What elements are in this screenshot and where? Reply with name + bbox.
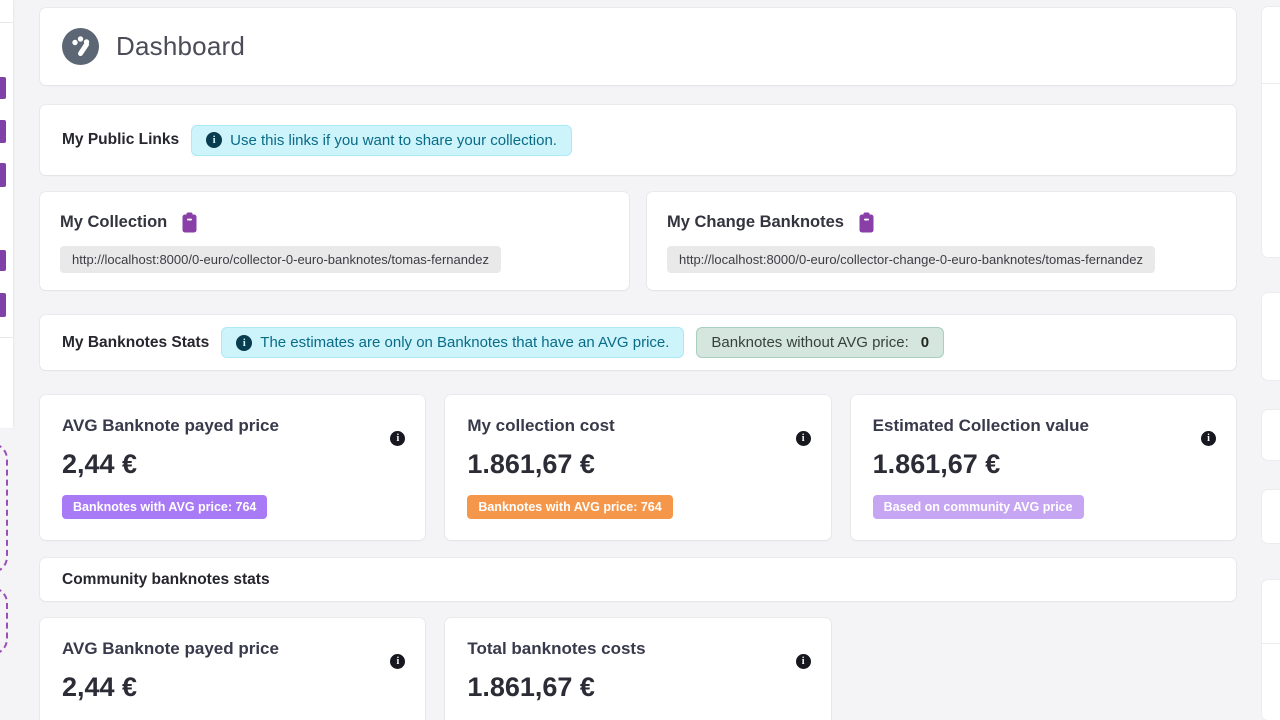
divider <box>1262 643 1280 644</box>
empty-grid-cell <box>851 618 1236 720</box>
estimates-info-alert: i The estimates are only on Banknotes th… <box>221 327 685 358</box>
divider <box>1262 83 1280 84</box>
my-stats-row: AVG Banknote payed price i 2,44 € Bankno… <box>40 395 1236 540</box>
my-change-banknotes-title: My Change Banknotes <box>667 213 844 231</box>
collection-cost-value: 1.861,67 € <box>467 449 595 479</box>
left-edge-panel-fragment <box>0 0 13 428</box>
right-edge-card-fragment <box>1262 490 1280 543</box>
dashboard-gauge-icon <box>62 28 99 65</box>
community-avg-payed-price-title: AVG Banknote payed price <box>62 639 279 658</box>
info-circle-icon: i <box>236 334 253 351</box>
my-collection-card: My Collection http://localhost:8000/0-eu… <box>40 192 629 290</box>
collection-cost-badge: Banknotes with AVG price: 764 <box>467 495 673 519</box>
community-avg-payed-price-value: 2,44 € <box>62 672 138 702</box>
community-total-costs-card: Total banknotes costs i 1.861,67 € <box>445 618 831 720</box>
community-stats-header-card: Community banknotes stats <box>40 558 1236 601</box>
community-total-costs-value: 1.861,67 € <box>467 672 595 702</box>
my-change-banknotes-card: My Change Banknotes http://localhost:800… <box>647 192 1236 290</box>
public-links-card: My Public Links i Use this links if you … <box>40 105 1236 175</box>
avg-payed-price-value: 2,44 € <box>62 449 138 479</box>
dashed-outline-fragment <box>0 443 8 573</box>
info-circle-icon: i <box>206 132 223 148</box>
banknotes-without-avg-value: 0 <box>920 334 930 351</box>
public-links-info-alert: i Use this links if you want to share yo… <box>191 124 572 156</box>
collection-cost-title: My collection cost <box>467 416 615 435</box>
public-links-label: My Public Links <box>62 131 180 148</box>
collection-cost-card: My collection cost i 1.861,67 € Banknote… <box>445 395 831 540</box>
copy-clipboard-icon[interactable] <box>858 212 875 233</box>
community-stats-row: AVG Banknote payed price i 2,44 € Total … <box>40 618 1236 720</box>
divider <box>0 22 13 23</box>
info-circle-icon[interactable]: i <box>1201 431 1216 446</box>
my-change-banknotes-url: http://localhost:8000/0-euro/collector-c… <box>667 246 1155 273</box>
left-edge-button-fragment <box>0 293 6 317</box>
left-edge-button-fragment <box>0 120 6 143</box>
info-circle-icon[interactable]: i <box>795 654 811 669</box>
estimated-value-badge: Based on community AVG price <box>872 495 1084 519</box>
banknotes-without-avg-label: Banknotes without AVG price: <box>711 334 909 351</box>
links-row: My Collection http://localhost:8000/0-eu… <box>40 192 1236 290</box>
info-circle-icon[interactable]: i <box>390 654 406 669</box>
copy-clipboard-icon[interactable] <box>181 212 198 233</box>
estimated-value-title: Estimated Collection value <box>872 416 1089 435</box>
avg-payed-price-title: AVG Banknote payed price <box>62 416 279 435</box>
right-edge-card-fragment <box>1262 410 1280 460</box>
info-circle-icon[interactable]: i <box>390 431 406 446</box>
estimates-info-text: The estimates are only on Banknotes that… <box>260 334 670 351</box>
community-avg-payed-price-card: AVG Banknote payed price i 2,44 € <box>40 618 426 720</box>
community-stats-label: Community banknotes stats <box>62 570 270 588</box>
page-title: Dashboard <box>116 31 245 61</box>
avg-payed-price-card: AVG Banknote payed price i 2,44 € Bankno… <box>40 395 426 540</box>
right-edge-card-fragment <box>1262 7 1280 257</box>
banknotes-without-avg-alert: Banknotes without AVG price: 0 <box>696 327 945 358</box>
community-total-costs-title: Total banknotes costs <box>467 639 646 658</box>
avg-payed-price-badge: Banknotes with AVG price: 764 <box>62 495 268 519</box>
left-edge-button-fragment <box>0 163 6 187</box>
public-links-info-text: Use this links if you want to share your… <box>230 131 557 149</box>
info-circle-icon[interactable]: i <box>795 431 811 446</box>
my-collection-title: My Collection <box>60 213 168 231</box>
dashboard-page: Dashboard My Public Links i Use this lin… <box>40 0 1236 720</box>
banknotes-stats-label: My Banknotes Stats <box>62 333 210 351</box>
page-header-card: Dashboard <box>40 8 1236 85</box>
left-edge-button-fragment <box>0 250 6 271</box>
estimated-value-value: 1.861,67 € <box>872 449 1001 479</box>
left-edge-button-fragment <box>0 77 6 99</box>
dashed-outline-fragment <box>0 587 8 655</box>
banknotes-stats-header-card: My Banknotes Stats i The estimates are o… <box>40 315 1236 370</box>
divider <box>0 337 13 338</box>
right-edge-card-fragment <box>1262 293 1280 380</box>
estimated-value-card: Estimated Collection value i 1.861,67 € … <box>850 395 1236 540</box>
my-collection-url: http://localhost:8000/0-euro/collector-0… <box>60 246 501 273</box>
right-edge-card-fragment <box>1262 580 1280 720</box>
